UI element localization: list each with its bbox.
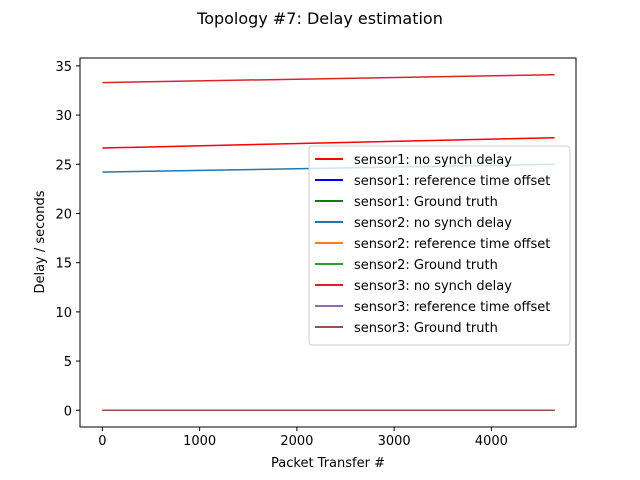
plot-area xyxy=(102,73,555,412)
legend-label: sensor2: reference time offset xyxy=(354,237,550,252)
legend-label: sensor3: Ground truth xyxy=(354,321,498,336)
x-axis: 0 1000 2000 3000 4000 xyxy=(98,427,508,449)
y-tick-label: 10 xyxy=(55,306,72,321)
y-tick-label: 5 xyxy=(64,355,72,370)
series-line-7 xyxy=(102,73,555,84)
legend-label: sensor2: no synch delay xyxy=(354,216,512,231)
x-tick-label: 4000 xyxy=(475,434,508,449)
legend-label: sensor2: Ground truth xyxy=(354,258,498,273)
y-tick-label: 25 xyxy=(55,158,72,173)
legend: sensor1: no synch delay sensor1: referenc… xyxy=(308,145,571,346)
legend-label: sensor3: reference time offset xyxy=(354,300,550,315)
y-tick-label: 15 xyxy=(55,257,72,272)
legend-label: sensor1: Ground truth xyxy=(354,195,498,210)
y-axis-label: Delay / seconds xyxy=(33,190,48,293)
y-axis: 0 5 10 15 20 25 30 35 xyxy=(55,60,80,419)
series-lines xyxy=(102,73,555,412)
legend-box xyxy=(308,145,571,346)
y-tick-label: 35 xyxy=(55,60,72,75)
legend-label: sensor1: reference time offset xyxy=(354,174,550,189)
x-tick-label: 0 xyxy=(98,434,106,449)
y-tick-label: 30 xyxy=(55,109,72,124)
x-tick-label: 3000 xyxy=(378,434,411,449)
series-line-1 xyxy=(102,136,555,149)
y-tick-label: 0 xyxy=(64,404,72,419)
chart-title: Topology #7: Delay estimation xyxy=(196,9,443,28)
x-tick-label: 2000 xyxy=(280,434,313,449)
x-tick-label: 1000 xyxy=(183,434,216,449)
axes-frame xyxy=(79,57,577,428)
x-axis-label: Packet Transfer # xyxy=(271,456,385,471)
legend-label: sensor1: no synch delay xyxy=(354,153,512,168)
legend-label: sensor3: no synch delay xyxy=(354,279,512,294)
y-tick-label: 20 xyxy=(55,207,72,222)
